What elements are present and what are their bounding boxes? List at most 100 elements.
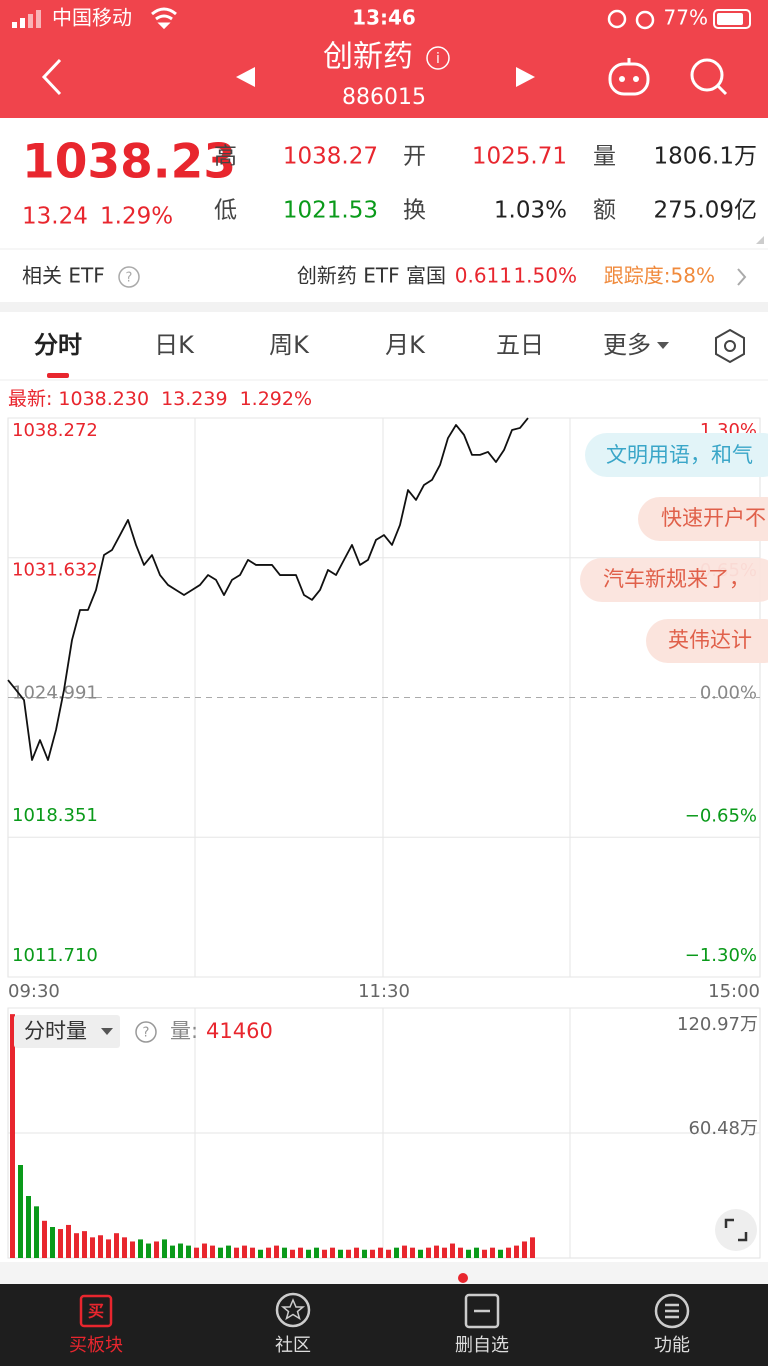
nav-label: 买板块 [69,1335,123,1356]
next-button[interactable] [516,67,535,87]
volume-bar [338,1249,343,1258]
volume-bar [82,1231,87,1258]
tab[interactable]: 分时 [34,331,82,359]
tab[interactable]: 五日 [496,331,544,359]
robot-button[interactable] [608,58,650,96]
volume-bar [426,1247,431,1258]
etf-row[interactable]: 相关 ETF ? 创新药 ETF 富国 0.611 1.50% 跟踪度:58% [22,264,747,288]
x-tick-label: 15:00 [708,981,760,1002]
volume-current: 41460 [206,1019,273,1043]
volume-bar [402,1245,407,1258]
y2-tick-label: −1.30% [685,945,757,966]
volume-bar [106,1239,111,1258]
corner-mark [756,236,764,244]
wifi-icon [151,7,177,30]
volume-bar [282,1247,287,1258]
volume-title: 分时量 [24,1019,87,1043]
chevron [737,268,747,286]
volume-bar [50,1227,55,1258]
latest-pct: 1.292% [240,388,312,410]
nav-icon-glyph: 买 [88,1302,104,1321]
battery-level [717,13,743,25]
volume-bar [490,1247,495,1258]
battery-icon [713,9,751,29]
settings-button[interactable] [715,328,745,364]
volume-bar [514,1245,519,1258]
volume-bar [202,1243,207,1258]
tab[interactable]: 更多 [603,331,651,359]
latest-price: 1038.230 [58,388,149,410]
y-tick-label: 60.48万 [688,1118,758,1139]
value: 1021.53 [283,198,378,224]
nav-item[interactable]: 删自选 [455,1293,509,1356]
expand-button[interactable] [715,1209,757,1251]
volume-bar [18,1165,23,1258]
search-button[interactable] [690,58,728,96]
volume-bar [450,1243,455,1258]
clock: 13:46 [352,6,416,30]
nav-label: 社区 [275,1335,311,1356]
volume-bar [226,1245,231,1258]
nav-item[interactable]: 买 买板块 [69,1294,123,1356]
settings-dot [724,340,736,352]
bubble[interactable] [580,558,768,602]
nav-item[interactable]: 社区 [275,1292,311,1356]
volume-bar [322,1249,327,1258]
volume-bar [290,1249,295,1258]
info-icon[interactable] [426,46,450,70]
label: 高 [214,144,237,170]
nav-label: 功能 [654,1335,690,1356]
bubble-text: 快速开户不 [661,506,766,530]
y-tick-label: 1011.710 [12,945,98,966]
volume-bar [498,1249,503,1258]
volume-bar [442,1247,447,1258]
dropdown-arrow [657,342,669,349]
bubble[interactable] [638,497,768,541]
bubble[interactable] [585,433,768,477]
y-tick-label: 1031.632 [12,560,98,581]
prev-button[interactable] [236,67,255,87]
volume-bar [250,1247,255,1258]
y-tick-label: 1024.991 [12,683,98,704]
toolbar-strip [0,1262,768,1284]
volume-bar [258,1249,263,1258]
volume-chart: 120.97万 60.48万 [8,1007,760,1258]
change: 13.24 [22,204,88,230]
lock-icon [607,9,627,29]
volume-bar [90,1237,95,1258]
label: 开 [403,144,426,170]
volume-bar [378,1247,383,1258]
price: 1038.23 [22,135,236,190]
y-tick-label: 120.97万 [677,1014,758,1035]
volume-bar [210,1245,215,1258]
help-icon[interactable] [135,1021,157,1043]
volume-bar [26,1196,31,1258]
volume-bar [242,1245,247,1258]
label: 量 [593,144,616,170]
back-button[interactable] [41,58,62,96]
y2-tick-label: −0.65% [685,805,757,826]
volume-bar [306,1249,311,1258]
change-pct: 1.29% [100,204,173,230]
volume-bar [394,1247,399,1258]
nav-item[interactable]: 功能 [654,1293,690,1356]
x-tick-label: 11:30 [358,981,410,1002]
volume-selector[interactable] [14,1015,120,1048]
volume-bar [162,1239,167,1258]
alarm-icon [635,10,655,30]
value: 1025.71 [472,144,567,170]
tab[interactable]: 日K [154,331,195,359]
volume-bar [386,1249,391,1258]
value: 1806.1万 [654,144,757,170]
tab[interactable]: 月K [385,331,426,359]
tab[interactable]: 周K [269,331,310,359]
header-bg [0,0,768,118]
y-tick-label: 1018.351 [12,805,98,826]
bubble[interactable] [646,619,768,663]
bubble-text: 汽车新规来了， [603,567,750,591]
volume-bar [530,1237,535,1258]
volume-bar [410,1247,415,1258]
etf-change: 1.50% [513,264,577,288]
gap [0,302,768,312]
